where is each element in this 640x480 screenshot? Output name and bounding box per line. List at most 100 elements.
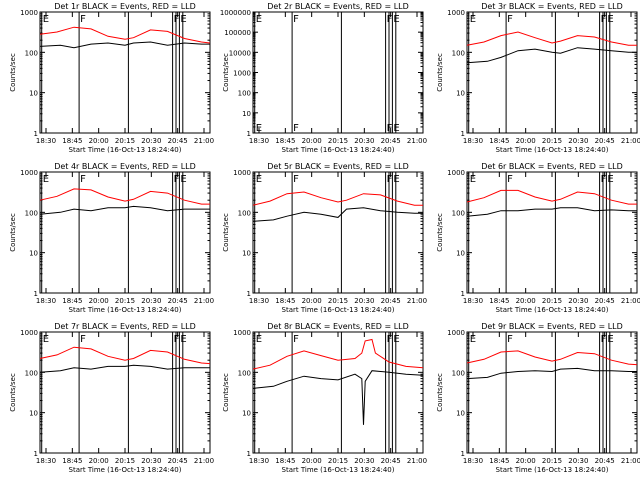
y-axis-label: Counts/sec — [222, 213, 230, 252]
x-tick-label: 18:45 — [275, 457, 295, 465]
y-tick-label: 1000 — [233, 70, 251, 78]
y-tick-label: 10 — [456, 90, 465, 98]
panel-2: Det 2r BLACK = Events, RED = LLD 1 10 100 10… — [220, 2, 427, 154]
panel-1: Det 1r BLACK = Events, RED = LLD 1 10 100 10… — [9, 2, 214, 154]
lld-series-line — [39, 188, 210, 205]
x-tick-label: 18:30 — [249, 297, 269, 305]
y-tick-label: 100 — [452, 369, 465, 377]
lld-series-line — [252, 338, 424, 370]
lld-series-line — [466, 350, 638, 366]
x-tick-label: 20:45 — [168, 457, 188, 465]
x-tick-label: 20:45 — [381, 457, 401, 465]
marker-label-top: F — [80, 174, 86, 185]
plot-frame — [466, 331, 638, 454]
marker-label-top: E — [43, 334, 49, 345]
y-tick-label: 1 — [34, 130, 38, 138]
x-tick-label: 20:30 — [568, 457, 588, 465]
x-axis-label: Start Time (16-Oct-13 18:24:40) — [496, 146, 609, 154]
x-tick-label: 20:00 — [302, 457, 322, 465]
y-tick-label: 100 — [25, 369, 38, 377]
x-tick-label: 20:15 — [328, 297, 348, 305]
y-tick-label: 1 — [34, 450, 38, 458]
plot-frame — [39, 331, 211, 454]
x-tick-label: 21:00 — [621, 457, 640, 465]
x-tick-label: 20:30 — [568, 137, 588, 145]
plot-frame — [252, 171, 424, 294]
x-tick-label: 20:30 — [141, 457, 161, 465]
y-axis-label: Counts/sec — [9, 373, 17, 412]
x-tick-label: 18:30 — [36, 457, 56, 465]
y-axis-label: Counts/sec — [436, 213, 444, 252]
x-tick-label: 18:45 — [489, 137, 509, 145]
panel-5: Det 5r BLACK = Events, RED = LLD 1 10 100 10… — [222, 162, 427, 314]
y-tick-label: 100 — [238, 90, 251, 98]
y-tick-label: 100 — [452, 209, 465, 217]
marker-label-top: F — [80, 334, 86, 345]
y-tick-label: 10 — [29, 410, 38, 418]
y-tick-label: 1000 — [447, 169, 465, 177]
x-tick-label: 20:15 — [328, 137, 348, 145]
events-series-line — [39, 205, 210, 215]
x-tick-label: 18:45 — [275, 297, 295, 305]
panel-title: Det 4r BLACK = Events, RED = LLD — [54, 162, 196, 171]
x-tick-label: 20:30 — [354, 137, 374, 145]
x-tick-label: 18:45 — [62, 457, 82, 465]
marker-label-top: F — [174, 14, 180, 25]
lld-series-line — [39, 346, 211, 365]
y-tick-label: 1 — [247, 290, 251, 298]
x-tick-label: 20:45 — [595, 137, 615, 145]
marker-label-top: E — [470, 14, 476, 25]
plot-frame — [252, 11, 424, 134]
x-tick-label: 20:45 — [595, 457, 615, 465]
marker-label-top: E — [180, 14, 186, 25]
events-series-line — [466, 207, 637, 217]
x-tick-label: 18:45 — [489, 297, 509, 305]
marker-label-top: F — [293, 334, 299, 345]
y-tick-label: 1000 — [20, 9, 38, 17]
panel-title: Det 6r BLACK = Events, RED = LLD — [481, 162, 623, 171]
marker-label-top: E — [256, 14, 262, 25]
y-tick-label: 100 — [238, 209, 251, 217]
lld-series-line — [39, 26, 211, 44]
x-tick-label: 18:30 — [36, 297, 56, 305]
panel-4: Det 4r BLACK = Events, RED = LLD 1 10 100 10… — [9, 162, 214, 314]
x-tick-label: 21:00 — [407, 297, 427, 305]
y-tick-label: 100 — [25, 49, 38, 57]
x-axis-label: Start Time (16-Oct-13 18:24:40) — [69, 466, 182, 474]
marker-label-top: E — [180, 334, 186, 345]
marker-label-top: E — [393, 14, 399, 25]
y-tick-label: 10 — [456, 410, 465, 418]
x-axis-label: Start Time (16-Oct-13 18:24:40) — [496, 466, 609, 474]
plot-frame — [39, 171, 211, 294]
panel-title: Det 7r BLACK = Events, RED = LLD — [54, 322, 196, 331]
marker-label-top: F — [387, 174, 393, 185]
x-axis-label: Start Time (16-Oct-13 18:24:40) — [69, 306, 182, 314]
x-tick-label: 20:30 — [354, 457, 374, 465]
x-axis-label: Start Time (16-Oct-13 18:24:40) — [282, 146, 395, 154]
x-axis-label: Start Time (16-Oct-13 18:24:40) — [496, 306, 609, 314]
x-tick-label: 20:15 — [542, 297, 562, 305]
y-tick-label: 10 — [242, 110, 251, 118]
x-tick-label: 20:30 — [568, 297, 588, 305]
y-tick-label: 1 — [34, 290, 38, 298]
marker-label-bottom: F — [387, 123, 393, 134]
panel-title: Det 1r BLACK = Events, RED = LLD — [54, 2, 196, 11]
x-tick-label: 20:00 — [516, 297, 536, 305]
x-tick-label: 20:15 — [542, 457, 562, 465]
x-tick-label: 20:15 — [115, 457, 135, 465]
marker-label-top: F — [174, 174, 180, 185]
x-tick-label: 21:00 — [407, 457, 427, 465]
x-tick-label: 20:45 — [168, 297, 188, 305]
marker-label-top: E — [470, 334, 476, 345]
marker-label-bottom: F — [293, 123, 299, 134]
y-tick-label: 1000 — [233, 329, 251, 337]
y-axis-label: Counts/sec — [436, 53, 444, 92]
y-tick-label: 100 — [452, 49, 465, 57]
marker-label-top: F — [601, 14, 607, 25]
marker-label-top: E — [256, 334, 262, 345]
marker-label-top: F — [174, 334, 180, 345]
marker-label-top: F — [387, 14, 393, 25]
y-tick-label: 1000 — [20, 169, 38, 177]
x-tick-label: 18:30 — [463, 297, 483, 305]
